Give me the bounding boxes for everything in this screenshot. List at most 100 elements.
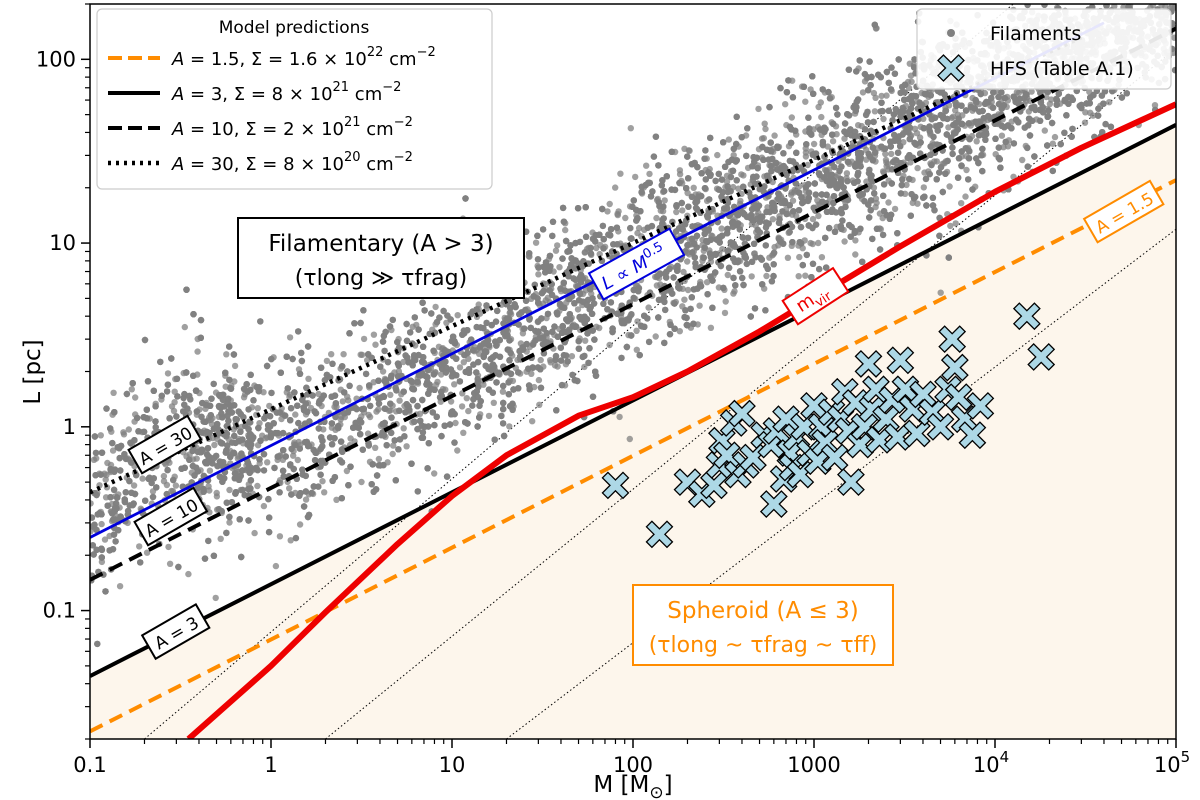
filament-point [323, 357, 331, 365]
filament-point [340, 351, 347, 358]
filament-point [645, 304, 652, 311]
filament-point [627, 125, 634, 132]
filament-point [633, 346, 640, 353]
filament-point [226, 519, 233, 526]
filament-point [375, 455, 383, 463]
filament-point [963, 166, 970, 174]
filament-point [264, 459, 271, 466]
filament-point [676, 171, 684, 178]
filament-point [451, 381, 458, 388]
filament-point [653, 214, 660, 222]
filament-point [290, 452, 297, 459]
filament-point [852, 237, 859, 244]
filament-point [793, 212, 800, 220]
filament-point [855, 122, 862, 129]
filament-point [784, 254, 792, 261]
filament-point [804, 161, 811, 169]
filament-point [387, 391, 394, 399]
filament-point [903, 181, 910, 189]
filament-point [1028, 88, 1035, 95]
filament-point [684, 258, 691, 265]
filament-point [945, 124, 952, 131]
filament-point [213, 489, 220, 497]
filament-point [125, 426, 132, 433]
filament-point [1046, 100, 1054, 108]
filament-point [409, 323, 416, 330]
filament-point [403, 443, 410, 450]
filament-point [914, 200, 921, 207]
filament-point [356, 384, 363, 392]
filament-point [276, 533, 284, 540]
filament-point [294, 456, 301, 464]
filament-point [880, 115, 887, 123]
filament-point [400, 358, 407, 366]
filament-point [863, 178, 870, 185]
filament-point [231, 362, 239, 370]
filament-point [296, 521, 304, 528]
filament-point [390, 442, 397, 449]
filament-point [1158, 4, 1165, 9]
filament-point [633, 327, 640, 334]
filament-point [1041, 127, 1049, 134]
filament-point [475, 301, 482, 308]
filament-point [537, 356, 544, 364]
filament-point [755, 105, 762, 113]
filament-point [535, 376, 543, 384]
filament-point [888, 150, 895, 158]
filament-point [809, 215, 817, 223]
filament-point [562, 226, 569, 234]
filament-point [829, 138, 837, 145]
filament-point [1106, 99, 1113, 106]
filament-point [360, 335, 368, 343]
filament-point [286, 485, 293, 492]
filament-point [859, 89, 867, 96]
filament-point [339, 398, 346, 405]
filament-point [878, 92, 885, 100]
filament-point [364, 430, 372, 437]
filament-point [796, 253, 803, 261]
filament-point [206, 487, 213, 494]
filament-point [103, 471, 110, 479]
filament-point [581, 249, 588, 256]
filament-point [852, 251, 859, 258]
filament-point [490, 399, 497, 406]
spheroid-region [90, 124, 1176, 739]
filament-point [456, 364, 464, 371]
filament-point [542, 297, 549, 304]
filament-point [714, 151, 721, 159]
filament-point [254, 482, 261, 490]
filament-point [110, 389, 117, 396]
filament-point [160, 472, 168, 480]
filament-point [333, 496, 340, 503]
filament-point [506, 423, 513, 430]
filament-point [1000, 144, 1007, 151]
filament-point [536, 401, 543, 408]
filament-point [809, 240, 816, 248]
filament-point [460, 359, 467, 366]
filament-point [431, 470, 438, 477]
filament-point [506, 309, 513, 317]
filament-point [164, 370, 172, 377]
filament-point [101, 536, 109, 543]
filament-point [818, 254, 826, 261]
filament-point [160, 478, 168, 485]
filament-point [217, 535, 224, 542]
filament-point [906, 60, 913, 67]
filament-point [973, 138, 980, 145]
filament-point [259, 432, 266, 439]
filament-point [552, 247, 560, 254]
filament-point [652, 333, 659, 340]
filament-point [373, 408, 380, 415]
filament-point [166, 560, 174, 567]
filament-point [172, 482, 180, 489]
filament-point [946, 183, 953, 190]
filament-point [551, 362, 559, 369]
filament-point [947, 222, 954, 230]
filament-point [818, 113, 825, 121]
filament-point [1081, 119, 1089, 126]
filament-point [170, 407, 178, 415]
filament-point [762, 125, 769, 133]
filament-point [659, 208, 667, 215]
filament-point [460, 429, 467, 436]
filament-point [891, 205, 899, 213]
